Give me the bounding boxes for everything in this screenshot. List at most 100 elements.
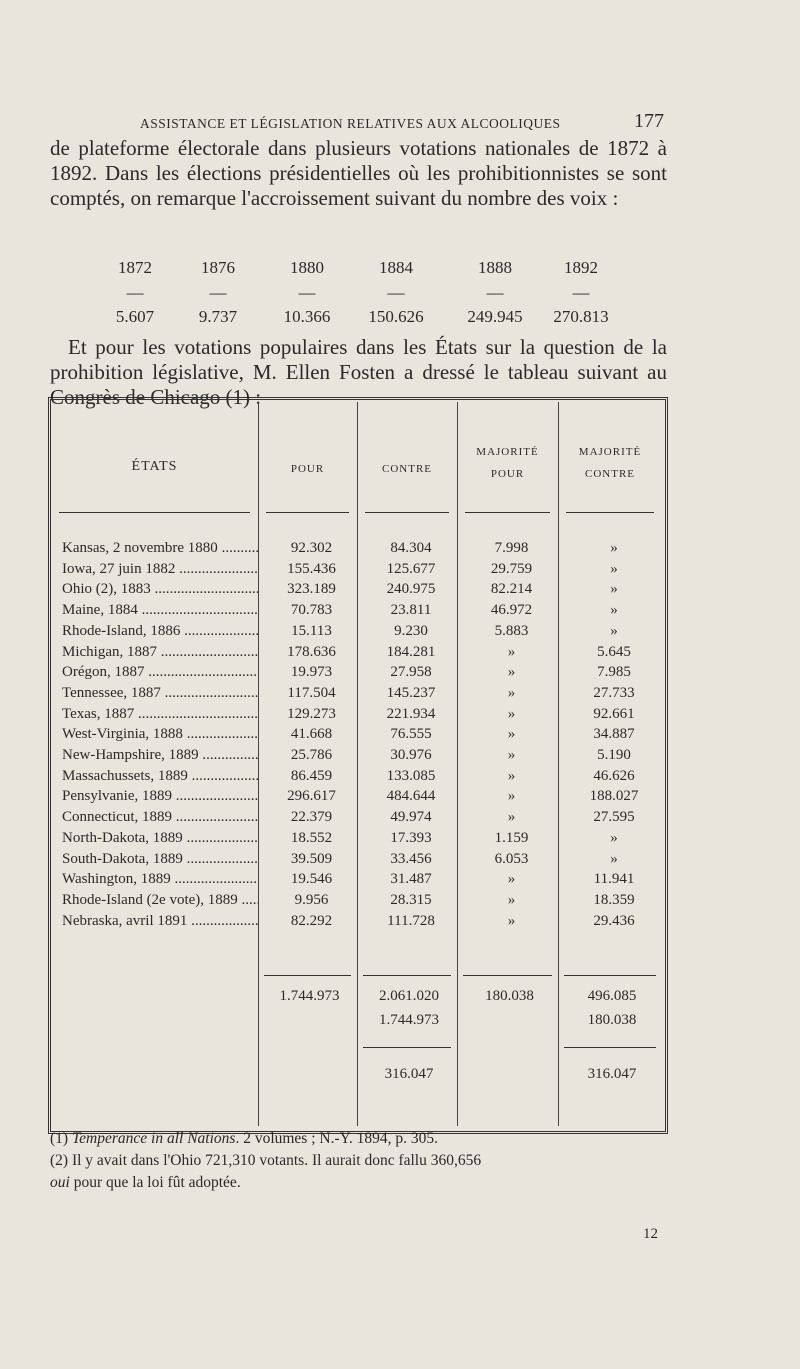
cell: 7.985 xyxy=(597,664,631,681)
cell: 184.281 xyxy=(386,643,436,660)
cell: 39.509 xyxy=(290,850,333,867)
cell: » xyxy=(610,622,618,639)
footnote-marker: (2) xyxy=(50,1152,69,1169)
vote-separator: — xyxy=(126,283,144,302)
column-rule xyxy=(457,402,458,1126)
column-rule xyxy=(558,402,559,1126)
cell: 18.359 xyxy=(593,891,635,908)
column-header: ÉTATS xyxy=(131,459,178,474)
total: 2.061.020 xyxy=(379,988,439,1004)
state-name: West-Virginia, 1888 xyxy=(62,726,258,743)
total: 316.047 xyxy=(384,1066,434,1082)
cell: 49.974 xyxy=(390,809,432,826)
total: 316.047 xyxy=(587,1066,637,1082)
state-name: Pensylvanie, 1889 xyxy=(62,788,258,805)
page-number: 177 xyxy=(634,110,664,132)
footnote-marker: (1) xyxy=(50,1130,69,1147)
footnote-text: . 2 volumes ; N.-Y. 1894, p. 305. xyxy=(235,1130,438,1147)
cell: 22.379 xyxy=(290,809,333,826)
header-rule xyxy=(365,512,449,513)
cell: 221.934 xyxy=(386,705,436,722)
total-rule xyxy=(264,975,351,976)
cell: 178.636 xyxy=(287,643,336,660)
cell: 41.668 xyxy=(290,726,333,743)
state-name: Kansas, 2 novembre 1880 xyxy=(62,540,258,557)
footnote: (1) Temperance in all Nations. 2 volumes… xyxy=(50,1130,438,1148)
state-name: Tennessee, 1887 xyxy=(62,685,258,702)
vote-separator: — xyxy=(298,283,316,302)
header-rule xyxy=(266,512,349,513)
vote-separator: — xyxy=(209,283,227,302)
cell: 27.733 xyxy=(593,684,635,701)
cell: 18.552 xyxy=(290,829,333,846)
cell: 27.958 xyxy=(390,664,432,681)
signature: 12 xyxy=(643,1226,658,1242)
state-name: Nebraska, avril 1891 xyxy=(62,913,258,930)
cell: » xyxy=(610,581,618,598)
cell: 19.973 xyxy=(290,664,333,681)
vote-value: 10.366 xyxy=(283,307,331,326)
paragraph: Et pour les votations populaires dans le… xyxy=(50,335,667,409)
cell: » xyxy=(507,726,516,743)
vote-separator: — xyxy=(486,283,504,302)
state-name: Iowa, 27 juin 1882 xyxy=(62,561,258,578)
cell: 33.456 xyxy=(390,850,432,867)
cell: 111.728 xyxy=(387,912,435,929)
header-rule xyxy=(59,512,250,513)
cell: » xyxy=(507,747,516,763)
vote-year: 1876 xyxy=(201,258,235,277)
column-header: POUR xyxy=(290,463,325,475)
cell: 28.315 xyxy=(390,891,432,908)
column-header: MAJORITÉ POUR xyxy=(476,446,539,480)
header-rule xyxy=(566,512,654,513)
state-name: Maine, 1884 xyxy=(62,602,258,619)
state-name: Rhode-Island, 1886 xyxy=(62,623,258,640)
paragraph: de plateforme électorale dans plusieurs … xyxy=(50,136,667,210)
total: 180.038 xyxy=(485,988,534,1004)
column-header: MAJORITÉ CONTRE xyxy=(578,446,642,480)
cell: » xyxy=(507,684,516,701)
total: 1.744.973 xyxy=(379,1012,439,1028)
state-name: New-Hampshire, 1889 xyxy=(62,747,258,764)
cell: 9.956 xyxy=(294,891,329,908)
column-header: CONTRE xyxy=(382,463,432,475)
cell: 29.759 xyxy=(490,560,533,577)
cell: 76.555 xyxy=(390,726,432,743)
total-rule xyxy=(463,975,552,976)
vote-value: 150.626 xyxy=(368,307,424,326)
total: 1.744.973 xyxy=(279,988,340,1004)
cell: » xyxy=(610,560,618,577)
cell: 5.645 xyxy=(597,643,631,660)
vote-year: 1888 xyxy=(478,258,512,277)
vote-separator: — xyxy=(387,283,405,302)
total-rule xyxy=(363,1047,451,1048)
cell: » xyxy=(507,891,516,908)
cell: 29.436 xyxy=(593,912,635,929)
cell: » xyxy=(507,912,516,929)
cell: 82.292 xyxy=(290,912,333,929)
cell: » xyxy=(507,643,516,660)
cell: 6.053 xyxy=(494,850,529,867)
state-name: Rhode-Island (2e vote), 1889 xyxy=(62,892,258,909)
footnote-emphasis: oui xyxy=(50,1174,70,1191)
cell: 70.783 xyxy=(290,602,333,619)
cell: 155.436 xyxy=(287,560,336,577)
cell: 82.214 xyxy=(490,581,533,598)
total: 180.038 xyxy=(587,1012,637,1028)
footnote-title: Temperance in all Nations xyxy=(71,1130,236,1147)
cell: 84.304 xyxy=(390,540,432,556)
cell: » xyxy=(610,602,618,619)
vote-value: 5.607 xyxy=(115,307,155,326)
state-name: North-Dakota, 1889 xyxy=(62,830,258,847)
total-rule xyxy=(363,975,451,976)
cell: 19.546 xyxy=(290,871,333,888)
cell: 92.302 xyxy=(290,540,333,556)
cell: 5.190 xyxy=(597,747,631,763)
cell: 34.887 xyxy=(593,726,635,743)
vote-value: 270.813 xyxy=(553,307,609,326)
cell: » xyxy=(507,809,516,826)
cell: 17.393 xyxy=(390,829,432,846)
footnote: (2) Il y avait dans l'Ohio 721,310 votan… xyxy=(50,1152,481,1170)
state-name: Michigan, 1887 xyxy=(62,644,258,661)
